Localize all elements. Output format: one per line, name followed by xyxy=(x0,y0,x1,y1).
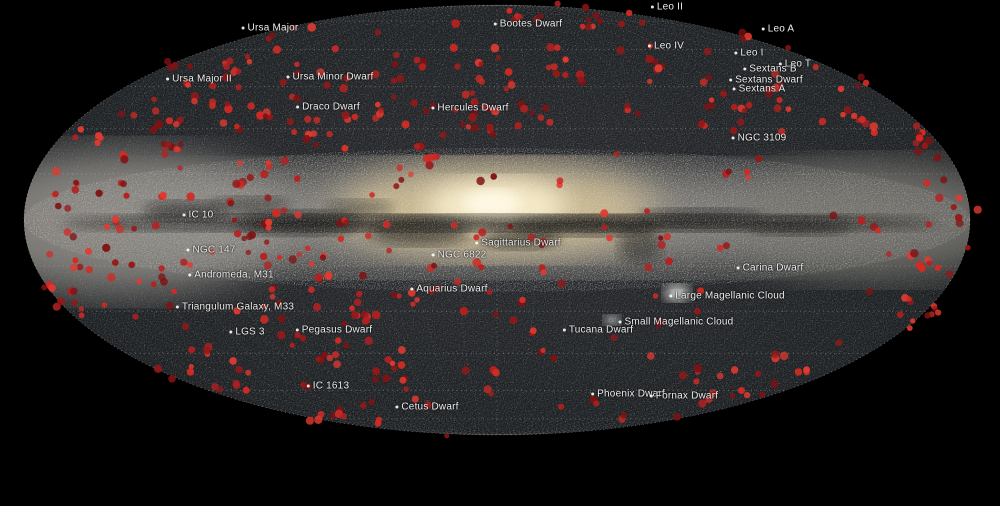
overlay-points xyxy=(41,0,982,439)
map-boundary xyxy=(23,4,971,436)
